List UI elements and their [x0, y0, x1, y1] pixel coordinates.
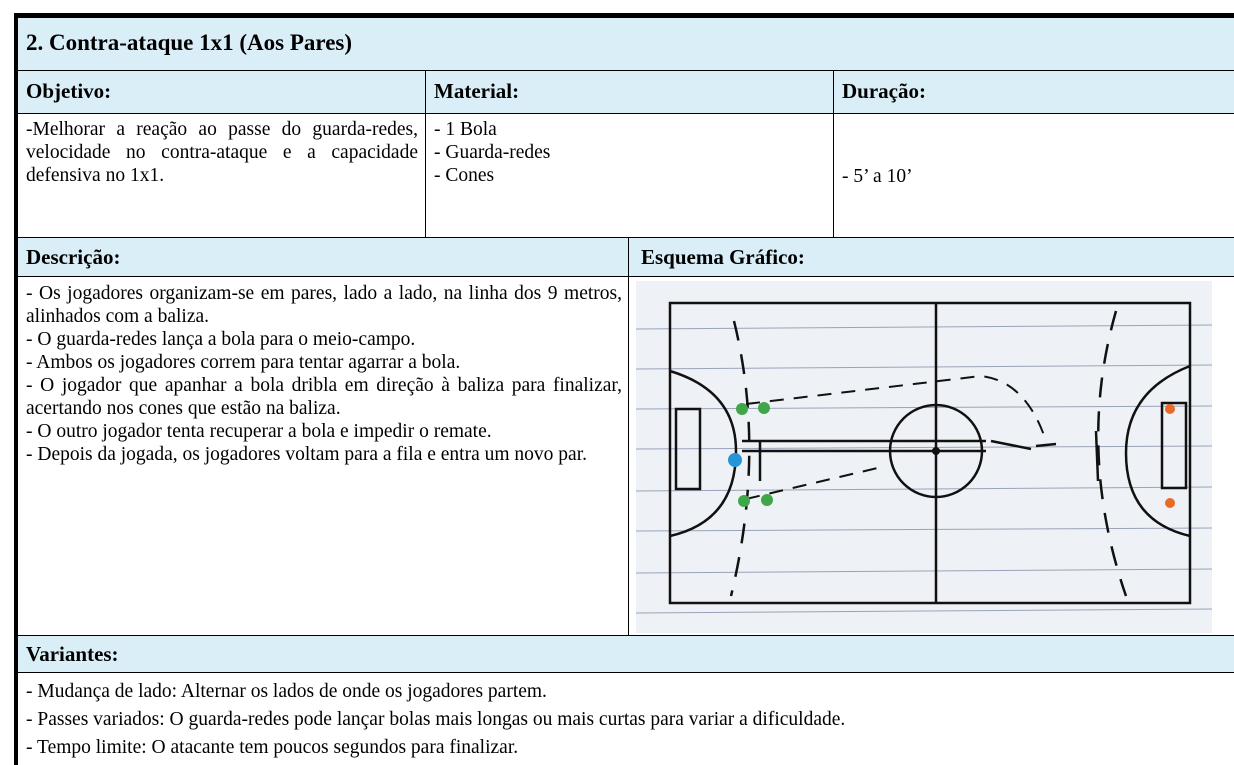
- duracao-text: - 5’ a 10’: [842, 166, 913, 187]
- label-row: [18, 636, 1234, 672]
- table-border: [425, 70, 426, 237]
- descricao-item: - Depois da jogada, os jogadores voltam …: [26, 444, 587, 465]
- descricao-item: - O jogador que apanhar a bola dribla em…: [26, 375, 622, 419]
- descricao-item: - Ambos os jogadores correm para tentar …: [26, 352, 461, 373]
- descricao-item: - O outro jogador tenta recuperar a bola…: [26, 421, 492, 442]
- table-border: [18, 70, 1234, 71]
- esquema-label: Esquema Gráfico:: [641, 245, 805, 269]
- table-border: [14, 13, 1234, 18]
- court-diagram: [636, 281, 1212, 633]
- title-row: 2. Contra-ataque 1x1 (Aos Pares): [18, 18, 1234, 70]
- variantes-label: Variantes:: [26, 642, 119, 666]
- material-list: - 1 Bola - Guarda-redes - Cones: [434, 118, 550, 187]
- material-item: - 1 Bola: [434, 119, 497, 140]
- table-border: [628, 237, 629, 635]
- duracao-label: Duração:: [842, 79, 926, 103]
- descricao-item: - Os jogadores organizam-se em pares, la…: [26, 283, 622, 327]
- variante-item: - Passes variados: O guarda-redes pode l…: [26, 709, 846, 730]
- title: 2. Contra-ataque 1x1 (Aos Pares): [26, 30, 353, 55]
- material-item: - Guarda-redes: [434, 142, 551, 163]
- table-border: [833, 70, 834, 237]
- descricao-item: - O guarda-redes lança a bola para o mei…: [26, 329, 416, 350]
- variantes-list: - Mudança de lado: Alternar os lados de …: [26, 678, 845, 762]
- label-row: [18, 238, 1234, 276]
- descricao-list: - Os jogadores organizam-se em pares, la…: [26, 282, 622, 466]
- table-border: [18, 276, 1234, 277]
- objetivo-label: Objetivo:: [26, 79, 112, 103]
- label-row: [18, 71, 1234, 113]
- material-item: - Cones: [434, 165, 495, 186]
- material-label: Material:: [434, 79, 520, 103]
- table-border: [18, 672, 1234, 673]
- variante-item: - Tempo limite: O atacante tem poucos se…: [26, 737, 519, 758]
- descricao-label: Descrição:: [26, 245, 121, 269]
- table-border: [14, 13, 18, 765]
- objetivo-text: -Melhorar a reação ao passe do guarda-re…: [26, 119, 418, 186]
- variante-item: - Mudança de lado: Alternar os lados de …: [26, 681, 547, 702]
- table-border: [18, 113, 1234, 114]
- table-border: [18, 237, 1234, 238]
- table-border: [18, 635, 1234, 636]
